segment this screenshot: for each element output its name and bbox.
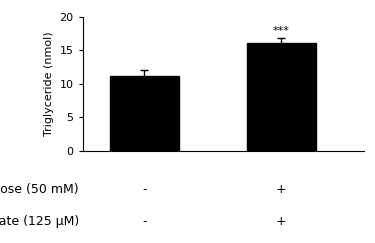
Text: Palmitate (125 μM): Palmitate (125 μM) [0,215,79,228]
Text: -: - [142,215,147,228]
Text: +: + [276,215,287,228]
Text: -: - [142,183,147,196]
Bar [110,76,178,151]
Text: Glucose (50 mM): Glucose (50 mM) [0,183,79,196]
Y-axis label: Triglyceride (nmol): Triglyceride (nmol) [44,32,54,136]
Text: +: + [276,183,287,196]
Bar [247,43,316,151]
Text: ***: *** [273,26,290,36]
